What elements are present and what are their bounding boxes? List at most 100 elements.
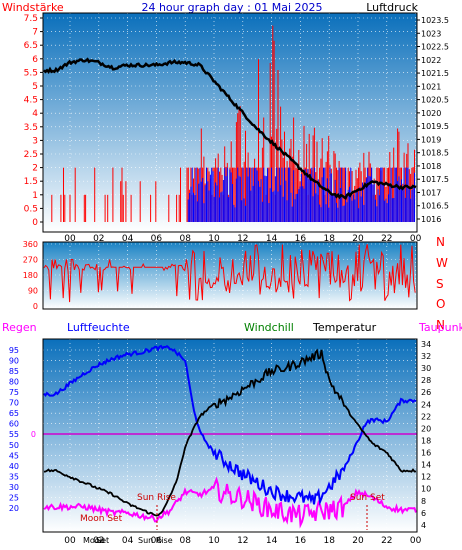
x-tick-label: 00 (410, 536, 422, 546)
x-tick-label: 08 (179, 536, 191, 546)
pressure-tick-label: 1022 (421, 56, 441, 65)
temperature-tick-label: 6 (421, 509, 426, 518)
x-tick-label: 22 (381, 234, 392, 244)
humidity-tick-label: 55 (9, 430, 19, 439)
humidity-tick-label: 70 (9, 399, 19, 408)
pressure-tick-label: 1016.5 (421, 202, 449, 211)
x-tick-label: 00 (64, 234, 76, 244)
humidity-tick-label: 30 (9, 483, 19, 492)
humidity-tick-label: 20 (9, 504, 19, 513)
panel-wind-axes: 00.511.522.533.544.555.566.577.510161016… (24, 12, 449, 244)
humidity-tick-label: 65 (9, 409, 19, 418)
pressure-tick-label: 1016 (421, 215, 441, 224)
wind-tick-label: 2.5 (24, 150, 38, 160)
direction-tick-label: 90 (28, 287, 38, 296)
x-tick-label: 00 (64, 536, 76, 546)
direction-tick-label: 360 (23, 240, 38, 249)
direction-tick-label: 270 (23, 256, 38, 265)
x-tick-label: 22 (381, 536, 392, 546)
x-tick-label: 12 (237, 234, 248, 244)
humidity-tick-label: 80 (9, 378, 19, 387)
pressure-tick-label: 1021.5 (421, 69, 449, 78)
x-tick-label: 10 (208, 536, 220, 546)
x-tick-label: 18 (323, 536, 335, 546)
wind-direction-line (43, 244, 416, 303)
compass-label: N (436, 235, 445, 249)
wind-bars (51, 25, 415, 222)
temperature-tick-label: 34 (421, 340, 431, 349)
temperature-tick-label: 14 (421, 461, 431, 470)
wind-tick-label: 3.5 (24, 123, 38, 133)
regen-label: Regen (2, 321, 37, 334)
pressure-tick-label: 1023 (421, 29, 441, 38)
humidity-tick-label: 50 (9, 441, 19, 450)
x-tick-label: 20 (352, 234, 364, 244)
luftfeuchte-label: Luftfeuchte (67, 321, 130, 334)
overlap-label-set: Set (96, 536, 109, 545)
panel-temp-background (43, 339, 417, 532)
humidity-line (43, 344, 417, 506)
panel-wind-grid (43, 13, 417, 232)
overlap-label-sunrise: Sun Rise (138, 536, 173, 545)
x-tick-label: 06 (151, 536, 163, 546)
sun-set-label: Sun Set (350, 493, 385, 503)
sun-rise-label: Sun Rise (137, 493, 176, 503)
x-tick-label: 02 (93, 234, 104, 244)
taupunkt-label: Taupunkt (418, 321, 462, 334)
temperature-tick-label: 16 (421, 449, 431, 458)
overlap-label-moon: Moon (83, 536, 105, 545)
x-tick-label: 04 (122, 234, 134, 244)
temperature-tick-label: 22 (421, 412, 431, 421)
temperature-tick-label: 4 (421, 521, 426, 530)
pressure-tick-label: 1018 (421, 162, 441, 171)
humidity-tick-label: 90 (9, 357, 19, 366)
panel-temp-frame (42, 338, 418, 533)
humidity-tick-label: 95 (9, 346, 19, 355)
x-tick-label: 14 (266, 536, 278, 546)
wind-tick-label: 5 (32, 82, 38, 92)
temperature-tick-label: 18 (421, 437, 431, 446)
direction-tick-label: 0 (33, 302, 38, 311)
compass-label: N (436, 318, 445, 332)
windchill-label: Windchill (244, 321, 294, 334)
x-tick-label: 00 (410, 234, 422, 244)
panel-wind-frame (42, 12, 418, 233)
humidity-tick-label: 40 (9, 462, 19, 471)
temperature-tick-label: 10 (421, 485, 431, 494)
panel-direction-frame (42, 241, 418, 310)
wind-tick-label: 7.5 (24, 14, 38, 24)
pressure-tick-label: 1020 (421, 109, 441, 118)
pressure-tick-label: 1023.5 (421, 16, 449, 25)
wind-tick-label: 2 (32, 164, 38, 174)
x-tick-label: 04 (122, 536, 134, 546)
humidity-tick-label: 60 (9, 420, 19, 429)
x-tick-label: 06 (151, 234, 163, 244)
pressure-tick-label: 1018.5 (421, 149, 449, 158)
dewpoint-line (43, 476, 417, 529)
temperature-line (43, 348, 417, 517)
wind-tick-label: 3 (32, 136, 38, 146)
wind-tick-label: 6 (32, 55, 38, 65)
wind-tick-label: 1 (32, 191, 38, 201)
x-tick-label: 12 (237, 536, 248, 546)
pressure-tick-label: 1019 (421, 135, 441, 144)
pressure-tick-label: 1017.5 (421, 175, 449, 184)
pressure-line (43, 57, 417, 200)
direction-tick-label: 180 (23, 271, 38, 280)
pressure-tick-label: 1017 (421, 189, 441, 198)
wind-tick-label: 4 (32, 109, 38, 119)
moon-set-label: Moon Set (80, 514, 123, 524)
temperature-tick-label: 28 (421, 376, 431, 385)
x-tick-label: 20 (352, 536, 364, 546)
wind-tick-label: 1.5 (24, 177, 38, 187)
windstaerke-label: Windstärke (2, 1, 64, 14)
wind-tick-label: 0 (32, 218, 38, 228)
temperature-tick-label: 8 (421, 497, 426, 506)
humidity-tick-label: 25 (9, 493, 19, 502)
x-tick-label: 16 (295, 234, 307, 244)
pressure-tick-label: 1020.5 (421, 96, 449, 105)
wind-tick-label: 7 (32, 28, 38, 38)
temperature-tick-label: 20 (421, 424, 431, 433)
temperature-tick-label: 26 (421, 388, 431, 397)
